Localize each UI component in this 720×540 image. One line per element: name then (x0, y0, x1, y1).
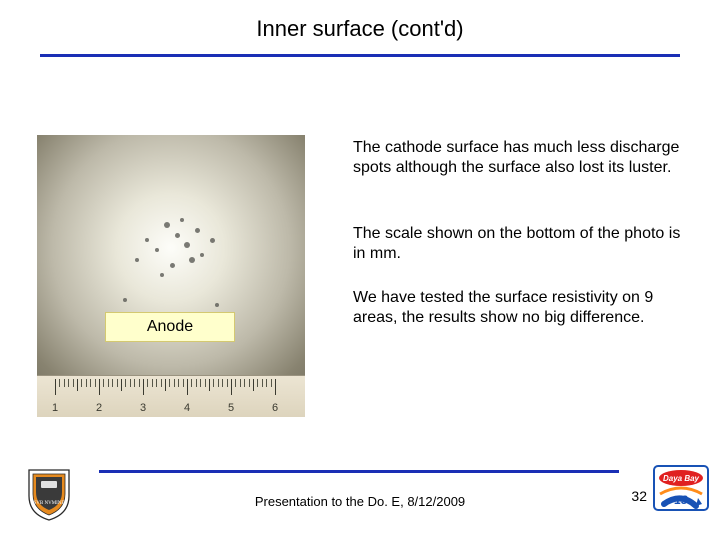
ruler-minor-tick (121, 379, 122, 391)
ruler-minor-tick (249, 379, 250, 387)
ruler-minor-tick (205, 379, 206, 387)
discharge-spot (195, 228, 200, 233)
discharge-spot (210, 238, 215, 243)
ruler-minor-tick (130, 379, 131, 387)
discharge-spot (123, 298, 127, 302)
footer-text: Presentation to the Do. E, 8/12/2009 (0, 494, 720, 509)
ruler-minor-tick (161, 379, 162, 387)
ruler-minor-tick (64, 379, 65, 387)
ruler-minor-tick (108, 379, 109, 387)
ruler-minor-tick (169, 379, 170, 387)
ruler-minor-tick (134, 379, 135, 387)
ruler-label: 2 (96, 402, 102, 414)
ruler-major-tick (99, 379, 100, 395)
ruler-minor-tick (117, 379, 118, 387)
ruler-minor-tick (240, 379, 241, 387)
ruler-major-tick (55, 379, 56, 395)
page-number: 32 (631, 488, 647, 504)
ruler-major-tick (187, 379, 188, 395)
ruler-label: 4 (184, 402, 190, 414)
ruler-minor-tick (191, 379, 192, 387)
discharge-spot (164, 222, 170, 228)
discharge-spot (200, 253, 204, 257)
ruler-minor-tick (262, 379, 263, 387)
discharge-spot (175, 233, 180, 238)
ruler-minor-tick (183, 379, 184, 387)
ruler-major-tick (143, 379, 144, 395)
ruler-minor-tick (213, 379, 214, 387)
discharge-spot (155, 248, 159, 252)
paragraph-2: The scale shown on the bottom of the pho… (353, 224, 693, 264)
ruler-minor-tick (271, 379, 272, 387)
discharge-spot (160, 273, 164, 277)
title-underline (40, 54, 680, 57)
dayabay-logo-icon: Daya Bay 13 (652, 464, 710, 512)
ruler-minor-tick (165, 379, 166, 391)
discharge-spot (184, 242, 190, 248)
ruler-minor-tick (112, 379, 113, 387)
ruler-minor-tick (218, 379, 219, 387)
anode-label-box: Anode (105, 312, 235, 342)
ruler-minor-tick (235, 379, 236, 387)
ruler-minor-tick (253, 379, 254, 391)
ruler-minor-tick (266, 379, 267, 387)
ruler-minor-tick (152, 379, 153, 387)
ruler-minor-tick (196, 379, 197, 387)
ruler-minor-tick (73, 379, 74, 387)
ruler-minor-tick (77, 379, 78, 391)
footer-underline (99, 470, 619, 473)
ruler-minor-tick (125, 379, 126, 387)
cathode-photo: 1 2 3 4 5 6 (37, 135, 305, 417)
anode-label-text: Anode (147, 318, 193, 336)
ruler-minor-tick (244, 379, 245, 387)
ruler-minor-tick (227, 379, 228, 387)
ruler-minor-tick (68, 379, 69, 387)
discharge-spot (135, 258, 139, 262)
ruler-label: 1 (52, 402, 58, 414)
ruler-minor-tick (103, 379, 104, 387)
ruler-minor-tick (257, 379, 258, 387)
ruler-label: 3 (140, 402, 146, 414)
ruler-major-tick (231, 379, 232, 395)
ruler-minor-tick (156, 379, 157, 387)
paragraph-1: The cathode surface has much less discha… (353, 138, 693, 178)
ruler-minor-tick (81, 379, 82, 387)
dayabay-text: Daya Bay (663, 474, 700, 483)
discharge-spot (189, 257, 195, 263)
ruler-minor-tick (147, 379, 148, 387)
ruler-minor-tick (200, 379, 201, 387)
paragraph-3: We have tested the surface resistivity o… (353, 288, 693, 328)
princeton-shield-icon: SVB NVMINE (26, 468, 72, 522)
svg-text:SVB NVMINE: SVB NVMINE (34, 501, 65, 506)
discharge-spot (215, 303, 219, 307)
ruler-minor-tick (178, 379, 179, 387)
discharge-spot (145, 238, 149, 242)
ruler-label: 5 (228, 402, 234, 414)
ruler-minor-tick (90, 379, 91, 387)
photo-ruler: 1 2 3 4 5 6 (37, 375, 305, 417)
ruler-major-tick (275, 379, 276, 395)
slide: Inner surface (cont'd) 1 2 3 4 5 6 Anode The … (0, 0, 720, 540)
discharge-spot (180, 218, 184, 222)
ruler-minor-tick (95, 379, 96, 387)
discharge-spot (170, 263, 175, 268)
svg-text:13: 13 (674, 493, 688, 507)
ruler-minor-tick (209, 379, 210, 391)
ruler-minor-tick (222, 379, 223, 387)
ruler-label: 6 (272, 402, 278, 414)
ruler-minor-tick (59, 379, 60, 387)
ruler-minor-tick (139, 379, 140, 387)
ruler-minor-tick (86, 379, 87, 387)
page-title: Inner surface (cont'd) (0, 16, 720, 42)
ruler-minor-tick (174, 379, 175, 387)
